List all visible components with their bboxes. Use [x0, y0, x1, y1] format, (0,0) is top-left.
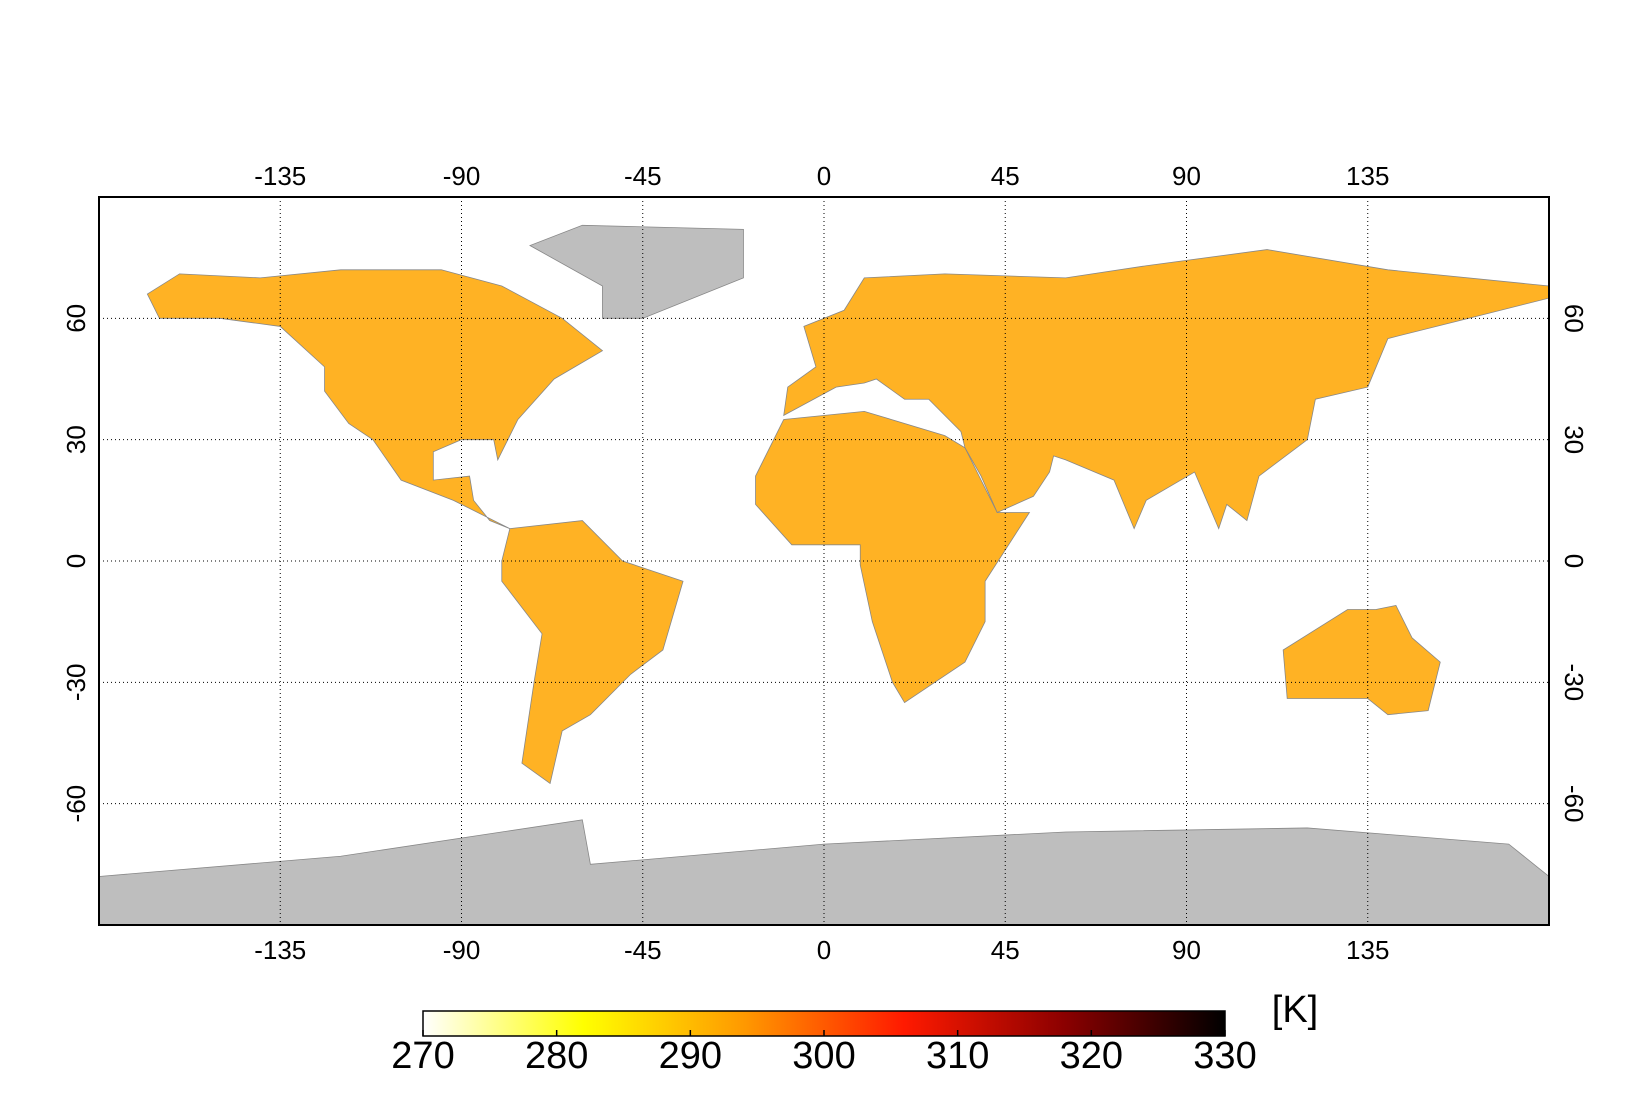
y-tick-label-left: 60 — [61, 304, 91, 333]
y-tick-label-left: -30 — [61, 664, 91, 702]
land-area — [755, 410, 1031, 704]
y-tick-label-right: 0 — [1559, 554, 1589, 568]
x-tick-label-top: -45 — [624, 161, 662, 191]
x-tick-label-top: 45 — [991, 161, 1020, 191]
land-area — [146, 269, 604, 530]
x-tick-label-bottom: 135 — [1346, 935, 1389, 965]
colorbar-unit: [K] — [1272, 989, 1318, 1031]
x-tick-label-bottom: 0 — [817, 935, 831, 965]
y-tick-label-right: -60 — [1559, 785, 1589, 823]
colorbar-tick-label: 290 — [659, 1035, 722, 1077]
x-tick-label-bottom: -135 — [254, 935, 306, 965]
x-tick-label-bottom: -45 — [624, 935, 662, 965]
y-tick-label-right: 60 — [1559, 304, 1589, 333]
colorbar-tick-label: 330 — [1193, 1035, 1256, 1077]
y-tick-label-left: 30 — [61, 425, 91, 454]
map-frame — [98, 196, 1550, 926]
y-tick-label-right: -30 — [1559, 664, 1589, 702]
colorbar-tick-label: 300 — [792, 1035, 855, 1077]
y-tick-label-right: 30 — [1559, 425, 1589, 454]
x-tick-label-top: -135 — [254, 161, 306, 191]
colorbar-tick-label: 320 — [1060, 1035, 1123, 1077]
land-area — [1282, 605, 1441, 716]
colorbar-tick-label: 270 — [391, 1035, 454, 1077]
x-tick-label-bottom: 45 — [991, 935, 1020, 965]
grid — [99, 197, 1549, 925]
land-area — [501, 520, 684, 785]
land-area — [783, 249, 1550, 530]
x-tick-label-top: 90 — [1172, 161, 1201, 191]
y-tick-label-left: 0 — [61, 554, 91, 568]
colorbar-tick-label: 310 — [926, 1035, 989, 1077]
x-tick-label-bottom: -90 — [443, 935, 481, 965]
x-tick-label-bottom: 90 — [1172, 935, 1201, 965]
x-tick-label-top: -90 — [443, 161, 481, 191]
land — [98, 224, 1550, 926]
x-tick-label-top: 135 — [1346, 161, 1389, 191]
colorbar-tick-label: 280 — [525, 1035, 588, 1077]
no-data-area — [529, 224, 744, 319]
x-tick-label-top: 0 — [817, 161, 831, 191]
y-tick-label-left: -60 — [61, 785, 91, 823]
